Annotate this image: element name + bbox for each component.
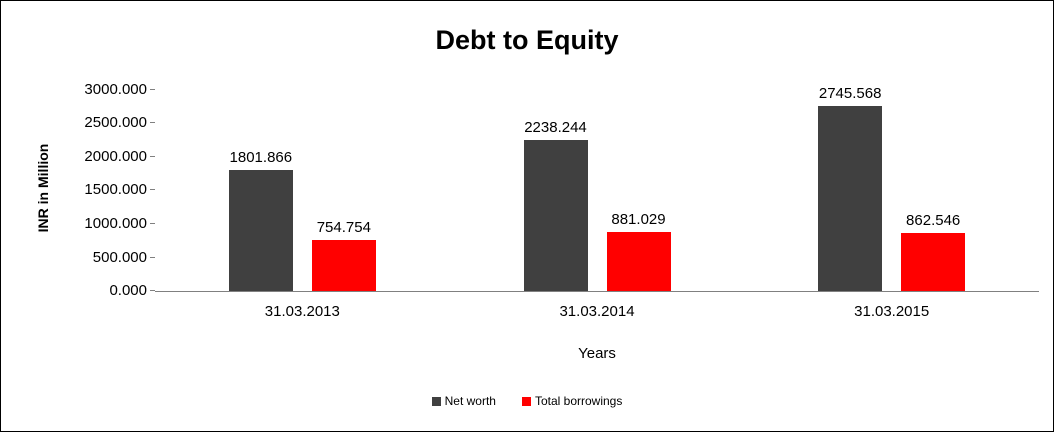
bar-net-worth <box>523 140 588 291</box>
y-tick-mark <box>150 155 155 157</box>
x-axis-title: Years <box>578 345 616 362</box>
y-tick: 2000.000 <box>84 147 155 165</box>
y-tick: 1500.000 <box>84 181 155 199</box>
y-tick-label: 2500.000 <box>84 114 147 132</box>
legend-item: Net worth <box>431 394 496 408</box>
y-tick-label: 1000.000 <box>84 215 147 233</box>
bar-net-worth <box>818 106 883 291</box>
plot-area: 1801.866 754.754 2238.244 881.029 2745.568 86… <box>155 85 1039 292</box>
y-tick-mark <box>150 189 155 191</box>
y-tick-mark <box>150 88 155 90</box>
data-label: 862.546 <box>906 212 961 229</box>
y-axis-ticks: 3000.000 2500.000 2000.000 1500.000 1000.000… <box>41 80 155 300</box>
y-tick: 3000.000 <box>84 80 155 98</box>
x-category-label: 31.03.2013 <box>264 303 340 320</box>
bar-group: 1801.866 754.754 <box>155 149 450 291</box>
legend-swatch-icon <box>431 396 441 406</box>
y-tick-label: 3000.000 <box>84 80 147 98</box>
bar-total-borrowings <box>311 240 376 291</box>
y-tick-mark <box>150 256 155 258</box>
legend-label: Net worth <box>444 394 496 408</box>
y-tick-label: 0.000 <box>109 282 147 300</box>
data-label: 754.754 <box>316 219 371 236</box>
y-tick-mark <box>150 122 155 124</box>
bar-net-worth <box>228 170 293 291</box>
legend: Net worth Total borrowings <box>1 394 1053 408</box>
bar-total-borrowings <box>606 232 671 291</box>
bar-group: 2745.568 862.546 <box>744 85 1039 291</box>
data-label: 2238.244 <box>524 119 587 136</box>
y-tick-label: 1500.000 <box>84 181 147 199</box>
x-category-label: 31.03.2014 <box>559 303 635 320</box>
bar-group: 2238.244 881.029 <box>450 119 745 291</box>
bar-with-label: 754.754 <box>311 219 376 291</box>
chart-title: Debt to Equity <box>435 25 619 55</box>
x-axis-categories: 31.03.2013 31.03.2014 31.03.2015 <box>155 303 1039 320</box>
y-tick-label: 2000.000 <box>84 147 147 165</box>
bar-total-borrowings <box>901 233 966 291</box>
data-label: 2745.568 <box>818 85 882 102</box>
bar-with-label: 1801.866 <box>228 149 293 291</box>
bar-with-label: 862.546 <box>901 212 966 291</box>
bar-with-label: 2745.568 <box>818 85 883 291</box>
y-tick: 500.000 <box>93 248 155 266</box>
y-tick-mark <box>150 223 155 225</box>
y-tick: 0.000 <box>109 282 155 300</box>
bar-with-label: 881.029 <box>606 211 671 291</box>
y-tick-mark <box>150 290 155 292</box>
data-label: 881.029 <box>611 211 666 228</box>
y-tick: 1000.000 <box>84 215 155 233</box>
y-tick-label: 500.000 <box>92 248 147 266</box>
data-label: 1801.866 <box>229 149 293 166</box>
legend-swatch-icon <box>521 396 531 406</box>
legend-item: Total borrowings <box>521 394 623 408</box>
y-tick: 2500.000 <box>84 114 155 132</box>
x-category-label: 31.03.2015 <box>854 303 930 320</box>
bar-with-label: 2238.244 <box>523 119 588 291</box>
legend-label: Total borrowings <box>534 394 623 408</box>
